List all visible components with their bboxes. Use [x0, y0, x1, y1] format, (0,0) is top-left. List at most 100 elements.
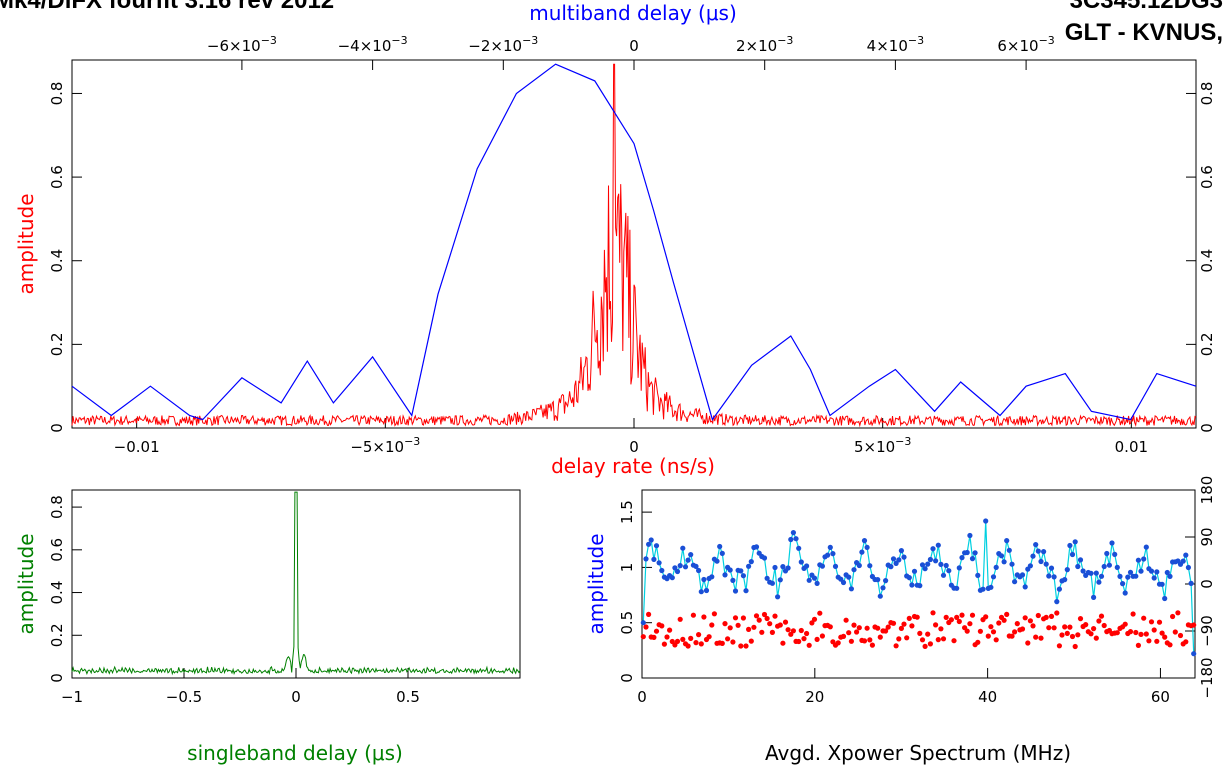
phase-point [1151, 627, 1157, 633]
phase-point [1183, 639, 1189, 645]
amplitude-point [927, 556, 934, 563]
top-panel-x2-label: multiband delay (μs) [529, 1, 737, 25]
phase-point [969, 612, 976, 618]
phase-point [875, 625, 881, 631]
phase-point [1056, 643, 1062, 649]
amplitude-point [764, 575, 770, 581]
phase-point [906, 615, 912, 622]
amplitude-point [1069, 551, 1076, 558]
amplitude-point [693, 563, 699, 570]
phase-point [798, 627, 804, 634]
bl-x-tick-label-2: 0 [291, 688, 301, 706]
phase-point [898, 625, 905, 632]
phase-point [1172, 629, 1178, 635]
phase-point [861, 638, 868, 644]
phase-point [1148, 619, 1155, 625]
amplitude-point [790, 530, 797, 536]
phase-point [854, 629, 860, 635]
amplitude-point [969, 556, 976, 562]
phase-point [1025, 640, 1031, 646]
phase-point [927, 641, 934, 647]
br-y2-tick-label-0: −180 [1198, 657, 1216, 698]
phase-point [804, 630, 810, 637]
amplitude-point [1072, 539, 1078, 545]
phase-point [651, 634, 657, 641]
amplitude-point [772, 564, 778, 571]
amplitude-point [753, 544, 760, 550]
phase-point [864, 625, 870, 631]
amplitude-point [1093, 570, 1099, 576]
phase-point [1175, 610, 1181, 616]
amplitude-point [659, 567, 665, 574]
amplitude-point [1109, 540, 1115, 546]
amplitude-point [1043, 561, 1049, 567]
phase-point [1162, 634, 1168, 640]
phase-point [956, 618, 962, 625]
amplitude-point [698, 589, 704, 595]
delay-rate-series-line [71, 63, 1197, 428]
phase-point [761, 611, 768, 618]
bl-y-tick-label-1: 0.2 [48, 623, 66, 647]
phase-point [959, 612, 965, 618]
amplitude-point [777, 577, 783, 583]
phase-point [1019, 626, 1026, 632]
amplitude-point [1027, 563, 1033, 569]
top-x2-tick-label-5: 4×10−3 [867, 34, 924, 55]
amplitude-point [1067, 542, 1073, 549]
phase-point [975, 639, 981, 645]
phase-point [925, 631, 931, 637]
top-x-tick-label-0: −0.01 [114, 438, 160, 456]
amplitude-point [880, 585, 886, 591]
phase-point [943, 614, 949, 621]
top-x-tick-label-2: 0 [629, 438, 639, 456]
amplitude-point [1022, 584, 1028, 590]
amplitude-point [748, 559, 754, 565]
phase-point [725, 636, 731, 642]
phase-point [935, 637, 941, 643]
multiband-delay-series-line [71, 63, 1197, 421]
amplitude-point [1048, 565, 1055, 571]
phase-point [738, 643, 744, 649]
amplitude-point [983, 518, 989, 524]
phase-point [1075, 632, 1081, 638]
amplitude-point [1125, 574, 1131, 580]
phase-point [964, 628, 970, 634]
phase-point [674, 638, 681, 645]
amplitude-point [877, 593, 883, 599]
amplitude-point [685, 557, 691, 563]
phase-point [701, 614, 707, 620]
amplitude-point [875, 577, 881, 583]
amplitude-point [848, 586, 855, 592]
amplitude-point [1104, 550, 1110, 557]
bottom-left-panel-frame [71, 489, 521, 679]
phase-point [1093, 635, 1099, 641]
amplitude-point [680, 545, 686, 551]
top-x-tick-label-3: 5×10−3 [854, 435, 911, 456]
top-panel-x-label: delay rate (ns/s) [551, 454, 715, 478]
phase-point [780, 640, 786, 646]
top-y2-tick-label-1: 0.2 [1198, 332, 1216, 356]
amplitude-point [1112, 551, 1118, 558]
amplitude-point [1009, 561, 1015, 567]
phase-point [777, 622, 783, 628]
phase-point [735, 622, 741, 628]
amplitude-point [1133, 573, 1139, 579]
br-y-tick-label-3: 1.5 [618, 500, 636, 524]
amplitude-point [1167, 573, 1173, 580]
bottom-right-ticks: 0 20 40 60 0 0.5 1 1.5 −180 −90 0 90 180 [618, 476, 1216, 706]
phase-point [819, 633, 826, 639]
amplitude-point [1091, 594, 1097, 601]
phase-point [696, 632, 702, 638]
top-y-tick-label-3: 0.6 [48, 165, 66, 189]
phase-point [1033, 634, 1039, 640]
phase-point [840, 633, 847, 640]
top-panel-y-label: amplitude [14, 193, 38, 294]
phase-point [732, 615, 739, 621]
bottom-left-ticks: −1 −0.5 0 0.5 0 0.2 0.4 0.6 0.8 [48, 495, 420, 706]
amplitude-point [851, 567, 857, 573]
amplitude-point [703, 587, 710, 594]
top-y2-tick-label-3: 0.6 [1198, 165, 1216, 189]
amplitude-point [846, 574, 852, 580]
phase-point [1022, 615, 1028, 621]
top-x-tick-label-1: −5×10−3 [350, 435, 420, 456]
